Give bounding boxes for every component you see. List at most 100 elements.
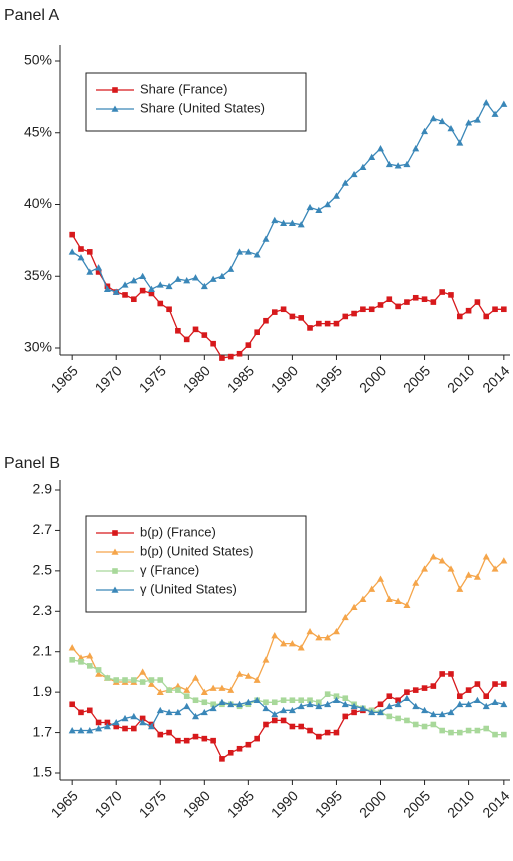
marker xyxy=(68,248,76,255)
marker xyxy=(324,691,331,697)
marker xyxy=(148,290,155,297)
marker xyxy=(77,254,85,261)
marker xyxy=(350,603,358,611)
marker xyxy=(289,313,296,320)
marker xyxy=(253,676,261,683)
marker xyxy=(421,685,428,691)
marker xyxy=(385,595,393,602)
marker xyxy=(95,670,103,677)
marker xyxy=(104,675,111,681)
marker xyxy=(394,597,402,604)
marker xyxy=(121,281,129,288)
marker xyxy=(78,709,84,716)
marker xyxy=(280,697,287,704)
marker xyxy=(139,272,147,280)
marker xyxy=(227,265,235,272)
marker xyxy=(421,296,428,303)
marker xyxy=(403,694,411,702)
marker xyxy=(500,700,508,708)
marker xyxy=(324,634,332,641)
marker xyxy=(227,686,235,693)
marker xyxy=(166,687,172,693)
marker xyxy=(103,285,111,292)
marker xyxy=(77,654,85,661)
y-tick-label: 1.7 xyxy=(33,723,53,739)
marker xyxy=(421,127,429,135)
marker xyxy=(95,667,102,673)
marker xyxy=(147,723,155,730)
marker xyxy=(315,206,323,214)
marker xyxy=(412,145,420,152)
legend-label: Share (United States) xyxy=(140,100,265,115)
marker xyxy=(333,729,340,736)
marker xyxy=(342,695,349,702)
marker xyxy=(280,219,288,226)
marker xyxy=(174,275,182,282)
marker xyxy=(482,553,490,560)
y-tick-label: 2.9 xyxy=(33,481,53,497)
marker xyxy=(377,145,384,152)
marker xyxy=(139,715,146,722)
marker xyxy=(298,697,305,704)
x-tick-label: 1980 xyxy=(180,787,213,820)
marker xyxy=(201,332,208,338)
marker xyxy=(447,708,455,716)
marker xyxy=(139,679,146,685)
marker xyxy=(456,313,463,320)
panel-title: Panel B xyxy=(4,455,60,472)
marker xyxy=(482,702,490,710)
marker xyxy=(183,702,191,710)
marker xyxy=(412,702,420,710)
x-tick-label: 1995 xyxy=(312,787,345,820)
marker xyxy=(210,737,216,744)
marker xyxy=(245,342,252,348)
marker xyxy=(157,300,164,307)
marker xyxy=(175,687,181,693)
x-tick-label: 1970 xyxy=(92,362,125,395)
marker xyxy=(368,306,375,313)
marker xyxy=(280,640,288,647)
marker xyxy=(200,688,208,695)
marker xyxy=(360,306,366,313)
marker xyxy=(306,700,314,708)
marker xyxy=(316,699,322,706)
marker xyxy=(192,712,199,720)
marker xyxy=(403,601,411,609)
marker xyxy=(404,717,410,724)
marker xyxy=(465,700,473,708)
panel-title: Panel A xyxy=(4,7,59,24)
legend-label: b(p) (France) xyxy=(140,524,216,539)
marker xyxy=(438,710,446,718)
marker xyxy=(218,698,226,706)
marker xyxy=(271,699,278,706)
marker xyxy=(69,701,75,708)
marker xyxy=(316,733,322,740)
legend-label: Share (France) xyxy=(140,81,227,96)
marker xyxy=(280,706,288,714)
marker xyxy=(404,299,410,305)
marker xyxy=(491,110,499,117)
marker xyxy=(210,701,216,708)
marker xyxy=(174,708,182,716)
marker xyxy=(78,659,84,665)
marker xyxy=(200,282,208,290)
marker xyxy=(473,696,481,704)
marker xyxy=(253,696,261,704)
marker xyxy=(280,306,287,313)
x-tick-label: 2005 xyxy=(400,362,433,395)
marker xyxy=(297,702,305,710)
marker xyxy=(439,671,445,677)
marker xyxy=(394,162,402,169)
marker xyxy=(219,355,225,361)
marker xyxy=(288,706,296,714)
marker xyxy=(175,737,181,744)
marker xyxy=(111,548,119,555)
marker xyxy=(492,306,498,313)
marker xyxy=(262,235,270,242)
marker xyxy=(501,306,507,313)
marker xyxy=(288,219,296,226)
marker xyxy=(395,697,401,704)
marker xyxy=(412,721,419,728)
marker xyxy=(448,292,454,298)
marker xyxy=(112,718,120,726)
